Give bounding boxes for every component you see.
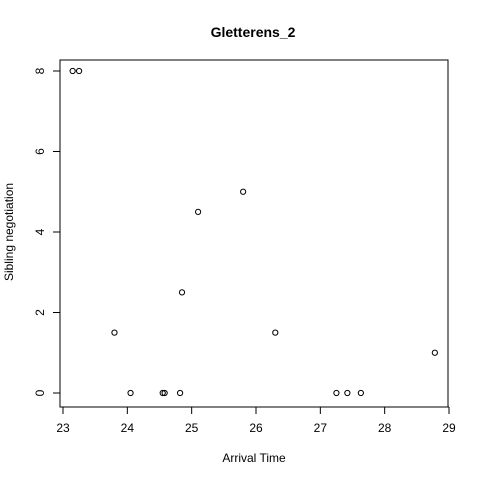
y-tick-label: 6 [33,148,47,155]
data-point [344,389,351,397]
data-point [240,188,247,195]
data-point [127,389,134,397]
data-point [176,389,184,397]
x-tick-label: 24 [121,421,135,435]
y-tick-label: 2 [33,309,47,316]
y-tick-label: 4 [33,228,47,235]
data-point [272,329,279,336]
data-point [75,67,83,75]
data-point [178,289,186,296]
x-tick-label: 23 [56,421,70,435]
x-tick-label: 25 [185,421,199,435]
chart-title: Gletterens_2 [211,24,296,40]
data-point [161,389,168,397]
x-tick-label: 29 [442,421,456,435]
data-point [431,349,438,356]
plot-frame [59,59,449,408]
y-tick-label: 0 [33,389,47,396]
data-point [159,389,166,397]
y-tick-label: 8 [33,67,47,74]
data-point [333,389,340,397]
x-axis-label: Arrival Time [222,451,286,465]
x-tick-label: 27 [314,421,328,435]
data-point [357,389,364,397]
data-point [195,208,202,215]
data-points [69,67,438,397]
data-point [111,329,118,336]
data-point [69,67,76,75]
x-tick-label: 26 [249,421,263,435]
x-axis: 23 24 25 26 27 28 29 [56,406,456,435]
x-tick-label: 28 [378,421,392,435]
y-axis-label: Sibling negotiation [2,183,16,281]
